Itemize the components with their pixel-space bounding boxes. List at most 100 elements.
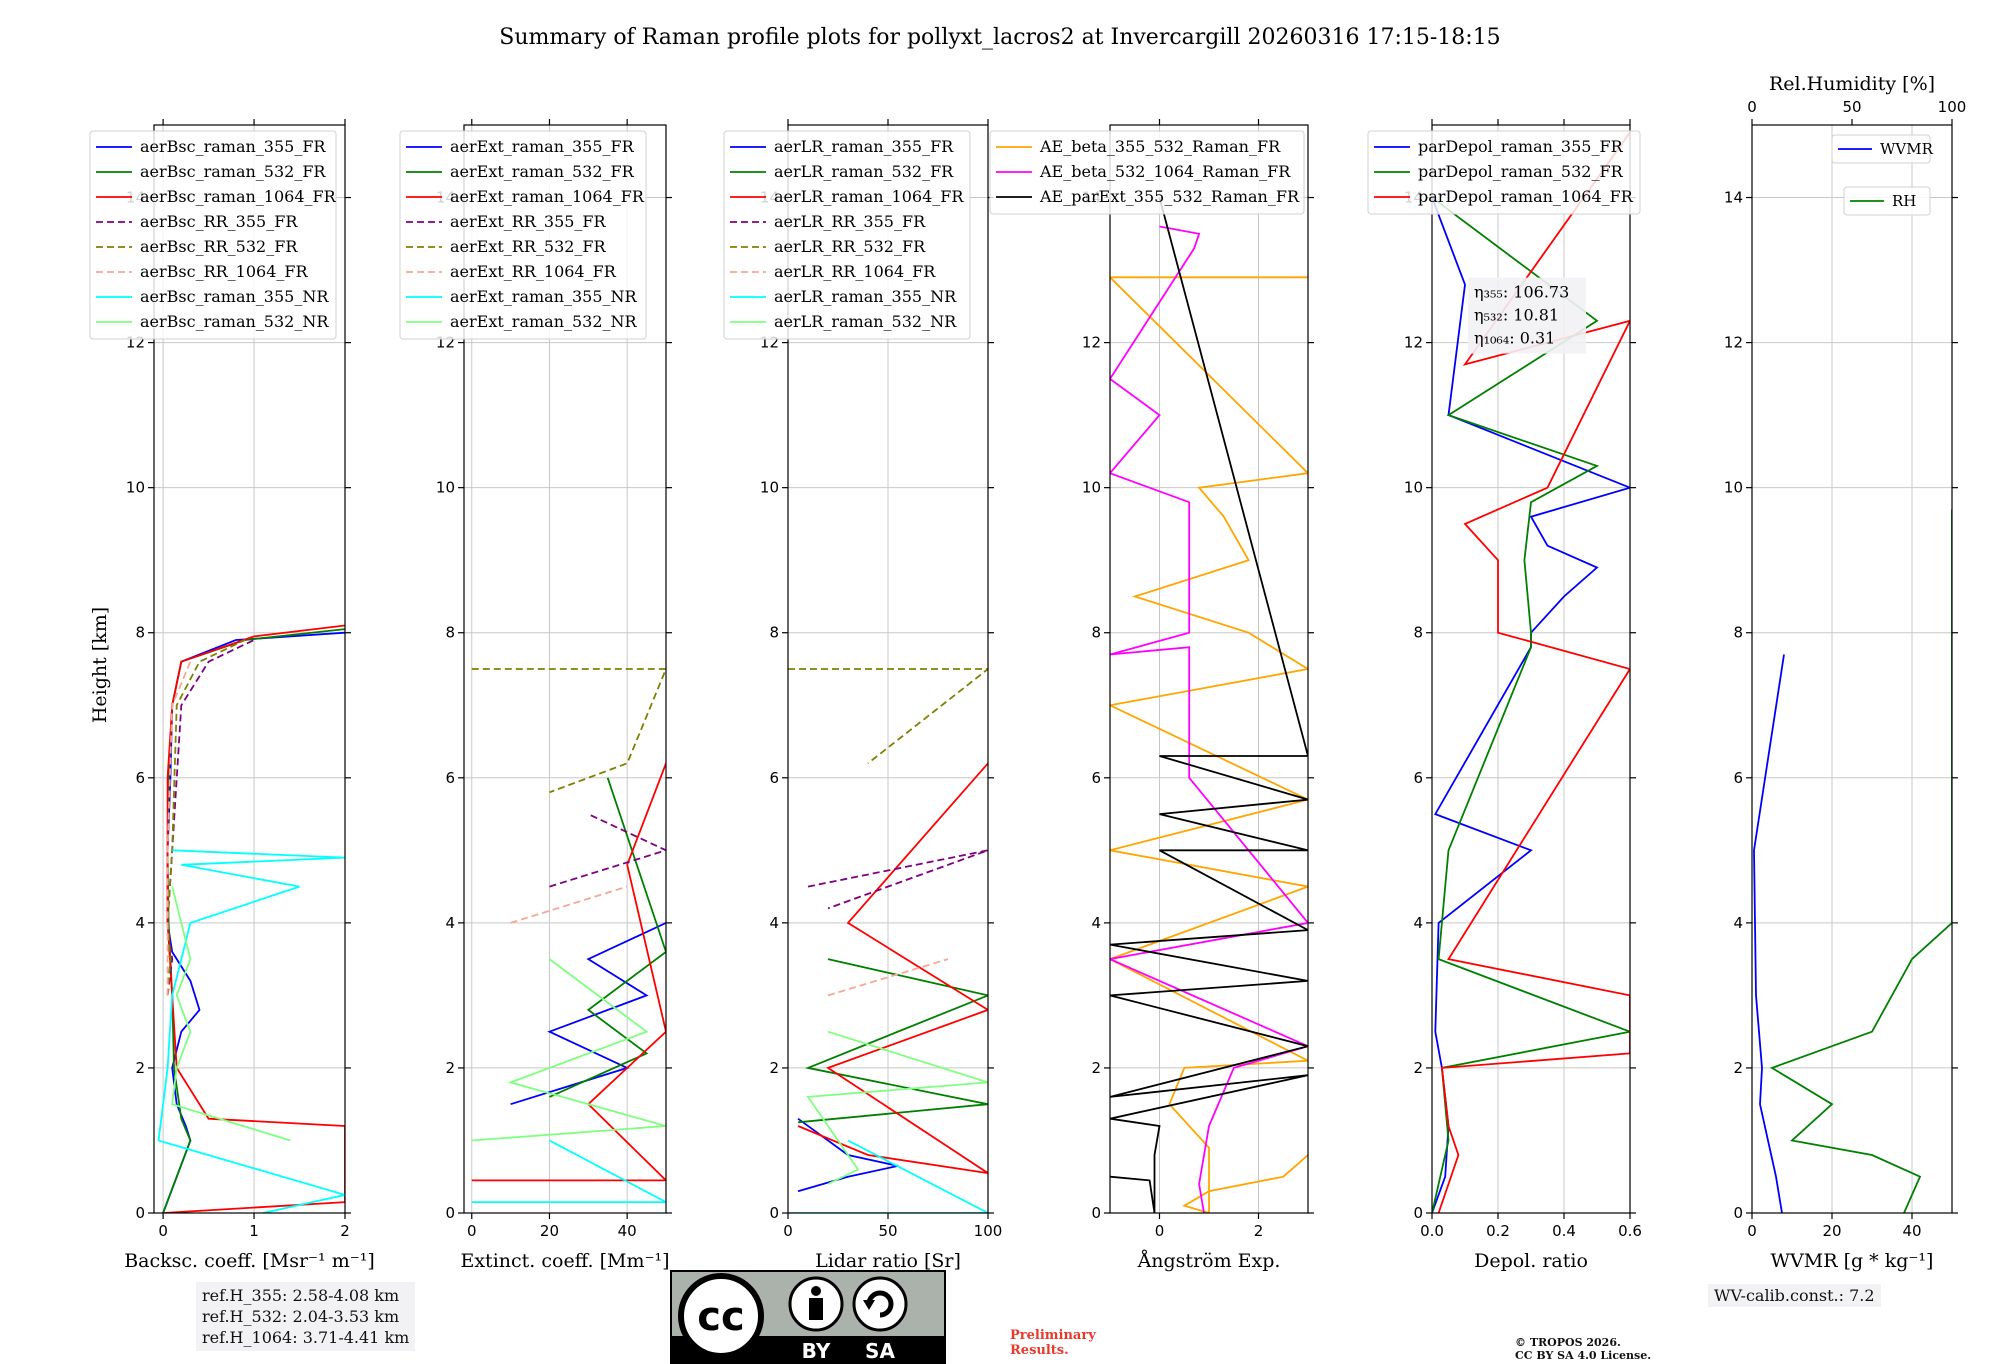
legend-frame-bsc <box>89 130 337 340</box>
legend-label-wv-1: RH <box>1892 192 1916 210</box>
ytick-label-ae-6: 12 <box>1082 334 1101 352</box>
secondary-xlabel-wv: Rel.Humidity [%] <box>1769 73 1935 95</box>
legend-depol: parDepol_raman_355_FR parDepol_raman_532_… <box>1367 130 1641 215</box>
series-group-depol <box>1432 131 1630 1213</box>
panel-bsc: 02468101214012Backsc. coeff. [Msr⁻¹ m⁻¹]… <box>89 119 375 1272</box>
series-line-ext-6 <box>471 1139 666 1203</box>
xtick-label-wv-0: 0 <box>1747 1222 1757 1240</box>
copyright-line-1: © TROPOS 2026. <box>1515 1336 1621 1349</box>
legend-label-lr-4: aerLR_RR_532_FR <box>774 237 926 256</box>
wv-calib-box: WV-calib.const.: 7.2 <box>1708 1284 1881 1307</box>
depol-annotation-line-1: η₅₃₂: 10.81 <box>1474 306 1559 325</box>
xtick-label-ext-2: 40 <box>618 1222 637 1240</box>
series-line-bsc-4 <box>166 639 246 996</box>
ref-h-1064: ref.H_1064: 3.71-4.41 km <box>202 1328 410 1347</box>
legend-label-bsc-1: aerBsc_raman_532_FR <box>140 162 326 181</box>
ytick-label-depol-3: 6 <box>1413 769 1423 787</box>
ytick-label-ext-0: 0 <box>445 1204 455 1222</box>
series-line-ext-0 <box>510 922 666 1106</box>
xlabel-bsc: Backsc. coeff. [Msr⁻¹ m⁻¹] <box>124 1250 375 1272</box>
legend-frame-ext <box>399 130 647 340</box>
series-line-lr-7 <box>806 1030 988 1185</box>
legend-wv-0: WVMR <box>1831 134 1934 164</box>
xtick-label-lr-0: 0 <box>783 1222 793 1240</box>
ytick-label-wv-3: 6 <box>1733 769 1743 787</box>
legend-frame-ae <box>989 130 1305 215</box>
series-group-ext <box>471 668 666 1203</box>
legend-label-ext-2: aerExt_raman_1064_FR <box>450 187 645 206</box>
xtick-label-ext-1: 20 <box>540 1222 559 1240</box>
xtick-label-ext-0: 0 <box>467 1222 477 1240</box>
series-line-ae-1 <box>1110 225 1308 1213</box>
series-line-lr-1 <box>797 958 988 1124</box>
ytick-label-bsc-0: 0 <box>135 1204 145 1222</box>
xlabel-ext: Extinct. coeff. [Mm⁻¹] <box>460 1250 669 1272</box>
legend-label-ext-1: aerExt_raman_532_FR <box>450 162 635 181</box>
xtick-label-bsc-2: 2 <box>340 1222 350 1240</box>
legend-label-lr-6: aerLR_raman_355_NR <box>774 287 957 306</box>
series-line-lr-2 <box>797 762 988 1174</box>
legend-label-depol-1: parDepol_raman_532_FR <box>1418 162 1624 181</box>
series-line-bsc-5 <box>166 661 192 996</box>
xtick-label-lr-1: 50 <box>878 1222 897 1240</box>
xtick-label-lr-2: 100 <box>974 1222 1003 1240</box>
legend-frame-depol <box>1367 130 1641 215</box>
legend-label-bsc-5: aerBsc_RR_1064_FR <box>140 262 309 281</box>
ytick-label-bsc-2: 4 <box>135 914 145 932</box>
legend-label-lr-3: aerLR_RR_355_FR <box>774 212 926 231</box>
series-line-lr-6 <box>788 1139 988 1213</box>
cc-badge-sa-text: SA <box>865 1339 895 1363</box>
panel-wv: 0 2 4 6 8 10 12 14 0 20 40 WVMR [g * kg⁻¹] 0 50 100Rel… <box>1724 73 1966 1272</box>
y-axis-label: Height [km] <box>89 607 111 723</box>
xtick-label-ae-0: 0 <box>1155 1222 1165 1240</box>
series-line-ext-7 <box>471 958 666 1142</box>
ytick-label-lr-0: 0 <box>769 1204 779 1222</box>
legend-label-bsc-0: aerBsc_raman_355_FR <box>140 137 326 156</box>
ytick-label-wv-1: 2 <box>1733 1059 1743 1077</box>
xtick-label-bsc-0: 0 <box>158 1222 168 1240</box>
legend-frame-wv-1 <box>1843 186 1931 216</box>
series-line-ext-3 <box>549 813 666 888</box>
xtick-label-wv-2: 40 <box>1902 1222 1921 1240</box>
ytick-label-wv-4: 8 <box>1733 624 1743 642</box>
copyright-line-2: CC BY SA 4.0 License. <box>1515 1349 1652 1362</box>
frame-bsc <box>153 124 346 1214</box>
cc-badge-by-text: BY <box>802 1339 831 1363</box>
legend-label-lr-1: aerLR_raman_532_FR <box>774 162 954 181</box>
legend-label-bsc-6: aerBsc_raman_355_NR <box>140 287 329 306</box>
series-line-depol-1 <box>1432 196 1630 1213</box>
ytick-label-depol-6: 12 <box>1404 334 1423 352</box>
copyright-note: © TROPOS 2026. CC BY SA 4.0 License. <box>1515 1336 1651 1362</box>
series-line-lr-3 <box>807 849 988 910</box>
ytick-label-lr-3: 6 <box>769 769 779 787</box>
ytick-label-ext-2: 4 <box>445 914 455 932</box>
panels-group: 02468101214012Backsc. coeff. [Msr⁻¹ m⁻¹]… <box>89 73 1966 1272</box>
xtick-label-depol-2: 0.4 <box>1552 1222 1576 1240</box>
series-line-bsc-3 <box>166 639 255 996</box>
legend-label-ext-4: aerExt_RR_532_FR <box>450 237 607 256</box>
ytick-label-wv-5: 10 <box>1724 479 1743 497</box>
cc-by-sa-badge: cc BY SA <box>670 1270 946 1364</box>
series-group-ae <box>1110 197 1308 1213</box>
legend-label-wv-0: WVMR <box>1880 140 1934 158</box>
frame-depol <box>1431 124 1631 1214</box>
xtick-label-wv-1: 20 <box>1822 1222 1841 1240</box>
figure-title: Summary of Raman profile plots for polly… <box>499 25 1500 50</box>
xlabel-wv: WVMR [g * kg⁻¹] <box>1771 1250 1934 1272</box>
legend-label-ae-2: AE_parExt_355_532_Raman_FR <box>1039 187 1300 206</box>
ytick-label-lr-1: 2 <box>769 1059 779 1077</box>
ytick-label-bsc-1: 2 <box>135 1059 145 1077</box>
legend-label-depol-2: parDepol_raman_1064_FR <box>1418 187 1634 206</box>
legend-label-depol-0: parDepol_raman_355_FR <box>1418 137 1624 156</box>
ytick-label-lr-2: 4 <box>769 914 779 932</box>
xtick2-label-wv-2: 100 <box>1938 98 1967 116</box>
legend-label-bsc-7: aerBsc_raman_532_NR <box>140 312 329 331</box>
series-line-ext-2 <box>471 762 666 1182</box>
legend-label-lr-0: aerLR_raman_355_FR <box>774 137 954 156</box>
series-line-ae-2 <box>1110 197 1308 1213</box>
ytick-label-ext-1: 2 <box>445 1059 455 1077</box>
legend-label-lr-5: aerLR_RR_1064_FR <box>774 262 936 281</box>
legend-label-lr-7: aerLR_raman_532_NR <box>774 312 957 331</box>
cc-badge-cc-text: cc <box>697 1294 744 1340</box>
